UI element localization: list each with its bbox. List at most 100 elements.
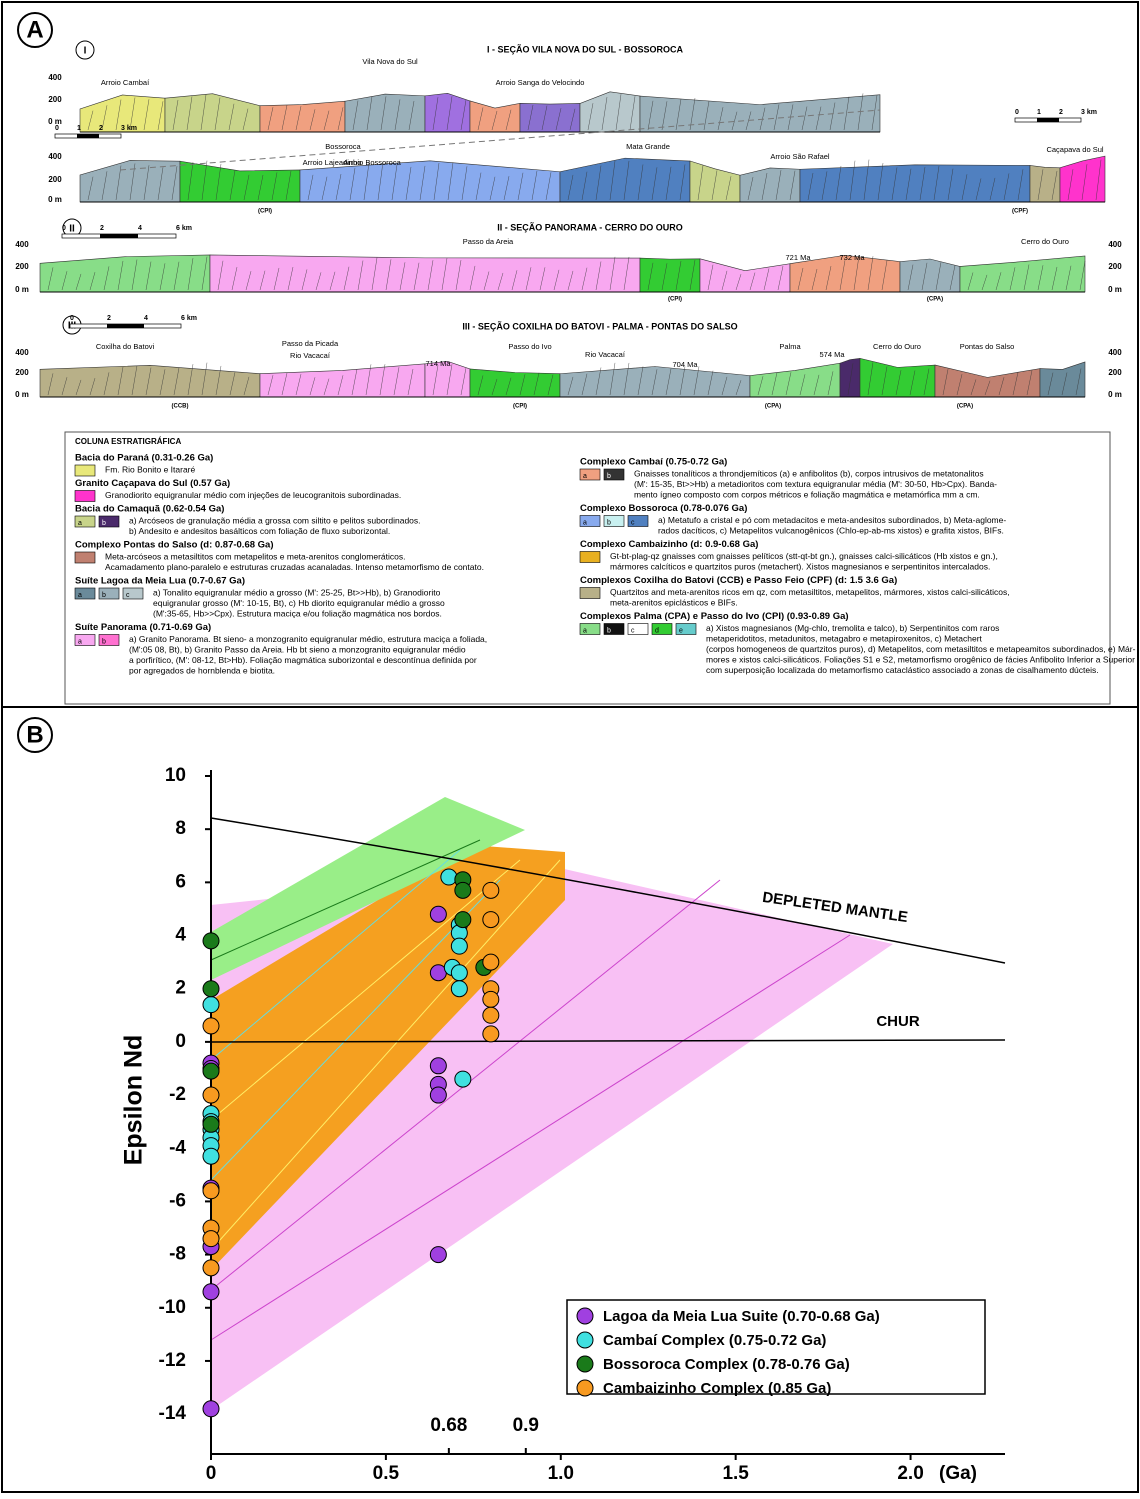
data-point (455, 1071, 471, 1087)
legend-text: a porfirítico, (M': 08-12, Bt>Hb). Folia… (129, 655, 477, 665)
y-tick-label: -8 (169, 1244, 186, 1265)
place-label: 574 Ma (819, 350, 845, 359)
legend-marker (577, 1308, 593, 1324)
place-label: Passo da Areia (463, 237, 514, 246)
section-unit (840, 358, 860, 397)
scale-label: 6 km (181, 315, 197, 322)
elevation-label: 0 m (15, 285, 29, 294)
section-numeral: I (84, 46, 87, 57)
legend-text: a) Arcóseos de granulação média a grossa… (129, 515, 421, 525)
place-label: 704 Ma (672, 360, 698, 369)
legend-label: Cambaí Complex (0.75-0.72 Ga) (603, 1332, 826, 1349)
elevation-label: 200 (1108, 368, 1122, 377)
data-point (203, 1087, 219, 1103)
place-label: Rio Vacacaí (290, 351, 331, 360)
swatch-label: a (78, 520, 82, 527)
y-tick-label: 4 (175, 925, 186, 946)
unit-label: (CPI) (668, 297, 682, 303)
data-point (203, 1260, 219, 1276)
legend-text: com superposição localizada do metamorfi… (706, 665, 1099, 675)
place-label: 732 Ma (839, 253, 865, 262)
place-label: Coxilha do Batovi (96, 342, 155, 351)
legend-label: Lagoa da Meia Lua Suite (0.70-0.68 Ga) (603, 1308, 880, 1325)
place-label: Bossoroca (325, 142, 361, 151)
place-label: Vila Nova do Sul (362, 57, 418, 66)
data-point (430, 1087, 446, 1103)
swatch-label: b (607, 519, 611, 526)
x-tick-label: 0 (206, 1463, 217, 1484)
data-point (483, 991, 499, 1007)
legend-label: Cambaizinho Complex (0.85 Ga) (603, 1380, 831, 1397)
data-point (203, 1284, 219, 1300)
legend-group-name: Complexos Palma (CPA) e Passo do Ivo (CP… (580, 611, 849, 622)
legend-text: mento ígneo composto com corpos métricos… (634, 489, 980, 499)
y-tick-label: -12 (159, 1350, 186, 1371)
scale-label: 2 (100, 225, 104, 232)
section-unit (900, 259, 960, 292)
place-label: Cerro do Ouro (873, 342, 921, 351)
data-point (430, 1058, 446, 1074)
legend-text: Gnaisses tonalíticos a throndjemíticos (… (634, 468, 984, 478)
section-unit (1040, 362, 1085, 397)
legend-group-name: Complexo Bossoroca (0.78-0.076 Ga) (580, 503, 747, 514)
section-unit (40, 255, 210, 292)
place-label: 721 Ma (785, 253, 811, 262)
place-label: Palma (779, 342, 801, 351)
data-point (430, 1247, 446, 1263)
unit-label: (CPA) (927, 297, 943, 303)
section-unit (960, 256, 1085, 292)
section-unit (165, 94, 260, 132)
legend-text: Granodiorito equigranular médio com inje… (105, 490, 401, 500)
section-unit (800, 165, 1030, 202)
legend-group-name: Complexo Pontas do Salso (d: 0.87-0.68 G… (75, 540, 274, 551)
elevation-label: 400 (48, 152, 62, 161)
legend-text: meta-arenitos epiclásticos e BIFs. (610, 597, 738, 607)
place-label: Pontas do Salso (960, 342, 1015, 351)
swatch-label: a (78, 638, 82, 645)
scale-label: 4 (144, 315, 148, 322)
y-tick-label: -14 (159, 1403, 187, 1424)
data-point (203, 997, 219, 1013)
swatch-label: b (102, 592, 106, 599)
legend-swatch (75, 465, 95, 476)
elevation-label: 0 m (48, 195, 62, 204)
unit-label: (CPI) (513, 404, 527, 410)
section-unit (700, 259, 790, 292)
section-unit (1030, 165, 1060, 202)
scale-label: 2 (1059, 109, 1063, 116)
data-point (430, 906, 446, 922)
data-point (203, 1018, 219, 1034)
legend-title: COLUNA ESTRATIGRÁFICA (75, 437, 181, 446)
figure: AII - SEÇÃO VILA NOVA DO SUL - BOSSOROCA… (0, 0, 1140, 1494)
data-point (455, 882, 471, 898)
legend-text: metaperidotitos, metadunitos, metagabro … (706, 633, 983, 643)
elevation-label: 200 (48, 175, 62, 184)
section-title: II - SEÇÃO PANORAMA - CERRO DO OURO (497, 222, 683, 232)
data-point (203, 1231, 219, 1247)
legend-group-name: Complexo Cambaí (0.75-0.72 Ga) (580, 457, 727, 468)
elevation-label: 400 (48, 73, 62, 82)
legend-group-name: Suíte Panorama (0.71-0.69 Ga) (75, 622, 211, 633)
place-label: Caçapava do Sul (1046, 145, 1103, 154)
scale-label: 0 (1015, 109, 1019, 116)
swatch-label: b (607, 473, 611, 480)
legend-text: Quartzitos and meta-arenitos ricos em qz… (610, 587, 1010, 597)
data-point (483, 1026, 499, 1042)
legend-group-name: Complexos Coxilha do Batovi (CCB) e Pass… (580, 575, 897, 586)
swatch-label: d (655, 627, 659, 634)
y-tick-label: 8 (175, 818, 186, 839)
elevation-label: 400 (1108, 240, 1122, 249)
x-tick-label: 1.5 (722, 1463, 749, 1484)
legend-text: rados dacíticos, c) Metapelitos vulcanog… (658, 525, 1004, 535)
place-label: Arroio São Rafael (770, 152, 830, 161)
data-point (203, 1063, 219, 1079)
elevation-label: 400 (15, 348, 29, 357)
y-axis-label: Epsilon Nd (120, 1035, 148, 1166)
swatch-label: a (583, 519, 587, 526)
legend-group-name: Bacia do Camaquã (0.62-0.54 Ga) (75, 504, 224, 515)
elevation-label: 200 (15, 262, 29, 271)
section-unit (640, 258, 700, 292)
y-tick-label: 10 (165, 765, 186, 786)
data-point (203, 933, 219, 949)
data-point (483, 912, 499, 928)
